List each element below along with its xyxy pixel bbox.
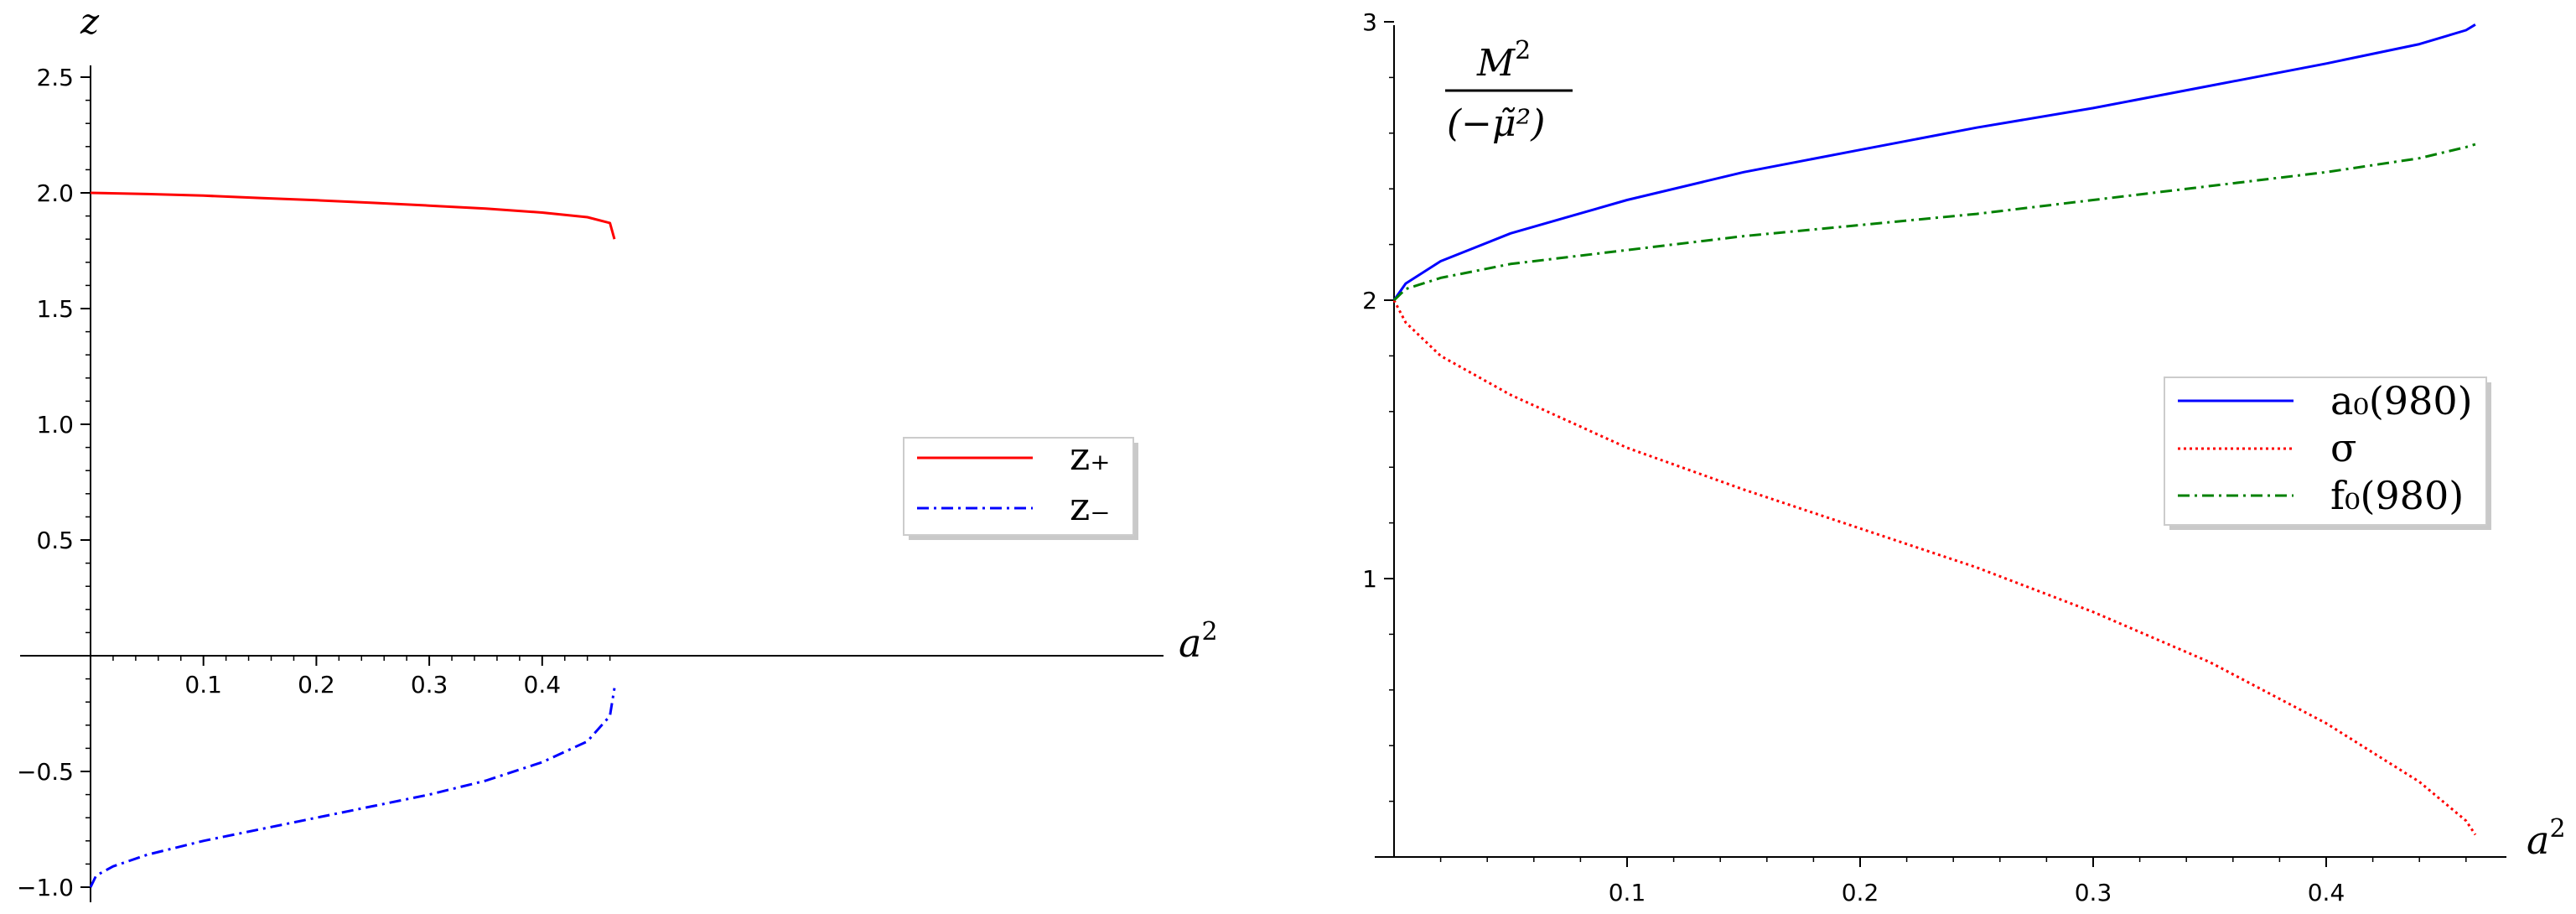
legend-label-f0: f₀(980) [2330,473,2464,518]
left-y-axis-label: z [80,1,100,42]
left-ytick-label: −0.5 [17,758,74,786]
right-xtick-label: 0.4 [2308,879,2345,906]
left-ytick-label: 2.0 [36,179,74,207]
left-chart: 0.1 0.2 0.3 0.4 2.5 2.0 1.5 1.0 0.5 −0.5 −1.0 z a2… [17,1,1218,902]
right-legend: a₀(980) σ f₀(980) [2164,377,2491,530]
svg-text:(−μ̃²): (−μ̃²) [1447,102,1545,145]
svg-text:M2: M2 [1476,36,1531,85]
legend-label-a0: a₀(980) [2330,378,2473,423]
right-series-2 [1392,143,2476,302]
legend-label-sigma: σ [2330,425,2356,470]
right-xtick-label: 0.1 [1609,879,1646,906]
left-ticks: 0.1 0.2 0.3 0.4 2.5 2.0 1.5 1.0 0.5 −0.5 −1.0 [17,64,611,901]
left-xtick-label: 0.2 [298,671,335,698]
right-ytick-label: 3 [1362,8,1377,36]
right-series-0 [1392,23,2476,301]
right-chart: 0.1 0.2 0.3 0.4 1 2 3 M2 (−μ̃²) a2 a₀(980) σ f… [1362,8,2565,906]
left-legend: z₊ z₋ [903,434,1138,540]
right-ticks: 0.1 0.2 0.3 0.4 1 2 3 [1362,8,2467,906]
left-ytick-label: 1.0 [36,411,74,439]
right-y-axis-label: M2 (−μ̃²) [1445,36,1573,145]
left-ytick-label: 2.5 [36,64,74,91]
right-x-axis-label: a2 [2527,814,2566,863]
left-xtick-label: 0.4 [524,671,562,698]
right-xtick-label: 0.2 [1842,879,1879,906]
legend-label-z-plus: z₊ [1070,434,1111,479]
left-xtick-label: 0.1 [184,671,222,698]
left-series-1 [89,688,616,888]
left-ytick-label: −1.0 [17,874,74,901]
right-series [1392,23,2477,836]
right-xtick-label: 0.3 [2075,879,2112,906]
left-series-0 [90,191,616,240]
left-series [89,191,616,888]
left-x-axis-label: a2 [1179,617,1218,666]
right-ytick-label: 2 [1362,287,1377,314]
legend-label-z-minus: z₋ [1070,484,1111,529]
left-xtick-label: 0.3 [411,671,448,698]
right-ytick-label: 1 [1362,565,1377,593]
left-ytick-label: 1.5 [36,295,74,323]
left-ytick-label: 0.5 [36,527,74,554]
